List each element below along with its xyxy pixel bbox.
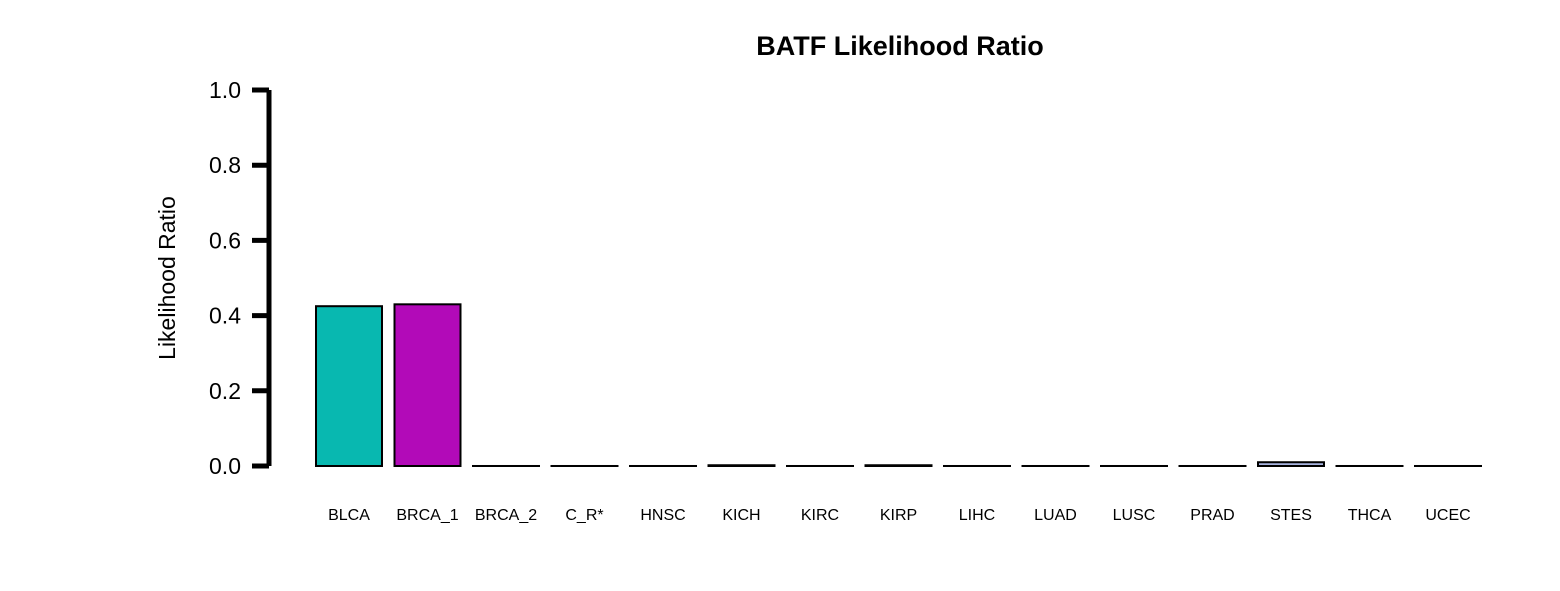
y-tick-label: 1.0 [209,77,241,103]
bars-group [316,304,1481,466]
x-tick-label: KIRP [880,507,917,524]
x-tick-label: UCEC [1425,507,1470,524]
y-tick-label: 0.0 [209,453,241,479]
x-tick-label: LIHC [959,507,995,524]
bar-blca [316,306,382,466]
x-tick-label: THCA [1348,507,1392,524]
y-tick-label: 0.6 [209,227,241,253]
y-tick-label: 0.8 [209,152,241,178]
bar-brca-1 [395,304,461,466]
x-tick-label: C_R* [565,507,603,524]
bar-kirp [866,465,932,466]
y-axis-label: Likelihood Ratio [154,196,180,360]
x-tick-label: HNSC [640,507,685,524]
x-axis-labels: BLCA BRCA_1 BRCA_2 C_R* HNSC KICH KIRC KIRP LIHC… [328,507,1471,524]
x-tick-label: KICH [722,507,760,524]
y-axis-ticks: 0.0 0.2 0.4 0.6 0.8 1.0 [209,77,269,479]
x-tick-label: PRAD [1190,507,1234,524]
x-tick-label: STES [1270,507,1312,524]
y-tick-label: 0.4 [209,303,241,329]
x-tick-label: BRCA_1 [396,507,458,524]
x-tick-label: KIRC [801,507,839,524]
x-tick-label: LUAD [1034,507,1077,524]
x-tick-label: BLCA [328,507,370,524]
y-tick-label: 0.2 [209,378,241,404]
chart-title: BATF Likelihood Ratio [756,31,1043,61]
x-tick-label: BRCA_2 [475,507,537,524]
x-tick-label: LUSC [1113,507,1156,524]
bar-stes [1258,462,1324,466]
bar-kich [709,465,775,466]
